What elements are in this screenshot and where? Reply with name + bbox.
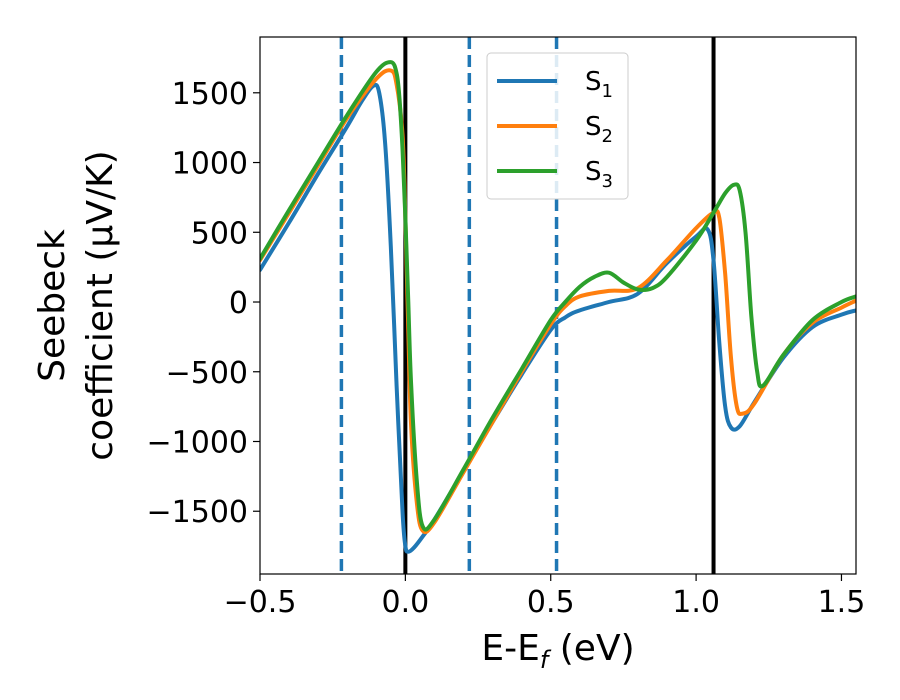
x-axis-label-unit: (eV)	[548, 628, 634, 669]
x-tick-label: 0.5	[527, 585, 575, 620]
x-axis-label-main: E-E	[481, 628, 539, 669]
series-line-s3	[260, 60, 856, 532]
y-tick-label: 500	[191, 216, 248, 251]
x-axis-ticks: −0.5 0.0 0.5 1.0 1.5	[224, 574, 866, 620]
plot-frame	[259, 36, 857, 575]
legend-label-s2: S2	[585, 112, 613, 147]
y-tick-label: −1000	[147, 425, 248, 460]
y-tick-label: 1000	[172, 147, 248, 182]
y-axis-label-line1: Seebeck	[32, 229, 73, 382]
y-tick-label: 0	[229, 286, 248, 321]
reference-lines	[339, 37, 716, 574]
x-tick-label: 1.5	[818, 585, 866, 620]
x-axis-label: E-Ef (eV)	[481, 628, 634, 674]
y-axis-label-line2: coefficient (μV/K)	[80, 150, 121, 460]
y-tick-label: −500	[166, 356, 248, 391]
legend: S1 S2 S3	[486, 52, 629, 200]
series-lines	[260, 60, 856, 554]
x-tick-label: −0.5	[224, 585, 297, 620]
x-tick-label: 0.0	[382, 585, 430, 620]
y-tick-label: 1500	[172, 77, 248, 112]
legend-box	[486, 52, 629, 200]
legend-label-s3: S3	[585, 157, 613, 192]
y-axis-ticks: −1500 −1000 −500 0 500 1000 1500	[147, 77, 260, 530]
x-tick-label: 1.0	[672, 585, 720, 620]
legend-label-s1: S1	[585, 67, 613, 102]
y-tick-label: −1500	[147, 495, 248, 530]
